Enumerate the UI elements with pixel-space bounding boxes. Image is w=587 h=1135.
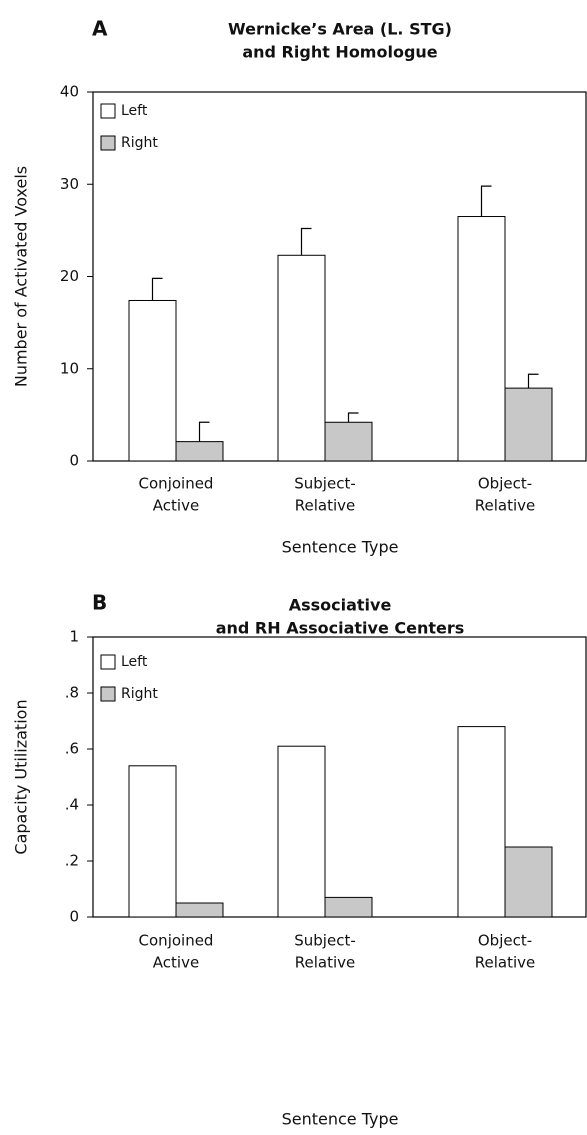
bar [457, 726, 506, 918]
y-tick-label: .6 [65, 740, 79, 758]
x-tick-label: Conjoined [139, 932, 214, 950]
legend-label: Left [121, 654, 148, 670]
x-tick-label: Object- [478, 932, 532, 950]
legend-swatch [100, 686, 116, 702]
x-axis-label: Sentence Type [282, 538, 399, 557]
x-tick-label: Relative [295, 497, 356, 515]
y-axis-label: Capacity Utilization [12, 699, 31, 854]
x-tick-label: Active [153, 497, 199, 515]
y-axis-label: Number of Activated Voxels [12, 166, 31, 387]
x-tick-label: Relative [475, 497, 536, 515]
bar [324, 421, 373, 462]
y-tick-label: 20 [60, 267, 79, 285]
x-axis-label: Sentence Type [282, 1110, 399, 1129]
bar [277, 745, 326, 918]
bar [277, 254, 326, 462]
x-tick-label: Relative [295, 954, 356, 972]
y-tick-label: 40 [60, 83, 79, 101]
error-bar [347, 412, 359, 423]
error-bar [198, 421, 210, 442]
x-tick-label: Subject- [294, 475, 356, 493]
y-tick-label: .2 [65, 852, 79, 870]
x-tick-label: Relative [475, 954, 536, 972]
error-bar [300, 227, 312, 256]
legend-label: Right [121, 686, 158, 702]
bar [128, 765, 177, 918]
legend-swatch [100, 103, 116, 119]
y-tick-label: 0 [69, 908, 79, 926]
x-tick-label: Object- [478, 475, 532, 493]
legend-label: Right [121, 135, 158, 151]
bar [324, 896, 373, 918]
legend-swatch [100, 135, 116, 151]
error-bar [480, 185, 492, 217]
x-tick-label: Conjoined [139, 475, 214, 493]
y-tick-label: 30 [60, 175, 79, 193]
bar [175, 441, 224, 462]
bar [504, 846, 553, 918]
panel-label: B [92, 591, 107, 615]
bar [457, 216, 506, 462]
error-bar [527, 373, 539, 389]
chart-title: Wernicke’s Area (L. STG) [228, 20, 452, 39]
legend-label: Left [121, 103, 148, 119]
error-bar [151, 277, 163, 301]
chart-title: Associative [289, 596, 392, 615]
panel-label: A [92, 17, 108, 41]
y-tick-label: 0 [69, 452, 79, 470]
x-tick-label: Subject- [294, 932, 356, 950]
x-tick-label: Active [153, 954, 199, 972]
chart-title: and Right Homologue [242, 43, 437, 62]
legend-swatch [100, 654, 116, 670]
y-tick-label: .4 [65, 796, 79, 814]
chart-title: and RH Associative Centers [216, 619, 465, 638]
y-tick-label: 1 [69, 628, 79, 646]
bar [128, 299, 177, 462]
bar [504, 387, 553, 462]
y-tick-label: .8 [65, 684, 79, 702]
bar [175, 902, 224, 918]
y-tick-label: 10 [60, 359, 79, 377]
